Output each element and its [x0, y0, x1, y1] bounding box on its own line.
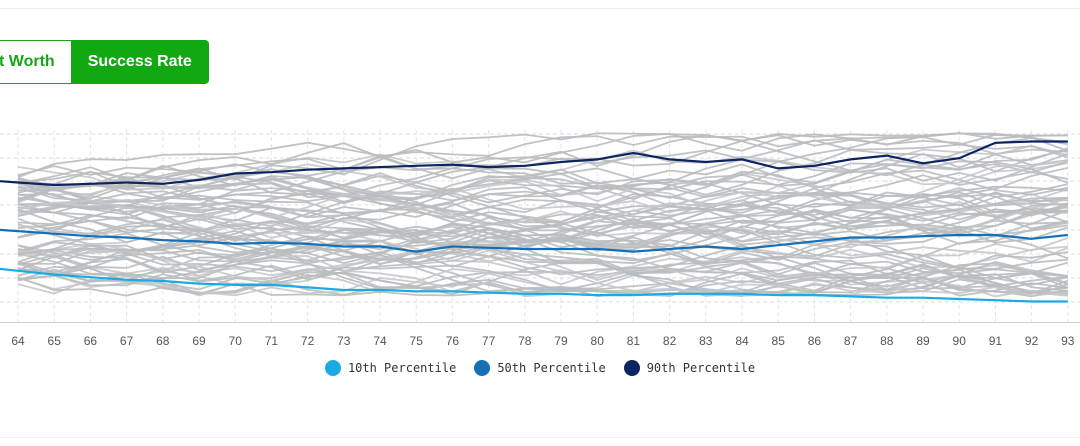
simulation-line — [17, 164, 1068, 236]
x-tick-label: 78 — [518, 334, 532, 348]
simulation-chart: 64 65 66 67 68 69 70 71 72 73 74 75 76 77 78 79 80 81 82 83… — [0, 130, 1080, 348]
x-tick-label: 70 — [229, 334, 243, 348]
x-tick-label: 71 — [265, 334, 279, 348]
x-tick-label: 65 — [48, 334, 62, 348]
x-tick-label: 79 — [554, 334, 568, 348]
view-toggle: t Worth Success Rate — [0, 40, 209, 84]
simulation-line — [17, 249, 1069, 297]
simulation-line — [17, 221, 1068, 298]
simulation-line — [17, 132, 1069, 201]
simulation-line — [17, 137, 1068, 211]
x-tick-label: 86 — [808, 334, 822, 348]
simulation-line — [17, 139, 1069, 201]
legend-label-p10: 10th Percentile — [347, 361, 457, 375]
x-tick-label: 83 — [699, 334, 713, 348]
p10-line-lead — [0, 267, 19, 272]
simulation-line — [17, 170, 1069, 236]
simulation-line — [17, 191, 1068, 256]
simulation-line — [17, 165, 1068, 230]
p90-line — [17, 140, 1068, 187]
p10-line — [17, 269, 1068, 303]
x-tick-label: 69 — [192, 334, 206, 348]
simulation-line — [17, 160, 1069, 217]
x-tick-label: 92 — [1025, 334, 1039, 348]
x-tick-label: 74 — [373, 334, 387, 348]
p50-swatch — [474, 360, 491, 376]
legend-item-p10[interactable]: 10th Percentile — [324, 360, 457, 376]
simulation-line — [17, 169, 1068, 218]
x-axis: 64 65 66 67 68 69 70 71 72 73 74 75 76 77 78 79 80 81 82 83… — [11, 334, 1074, 348]
p90-line-lead — [0, 180, 19, 184]
x-tick-label: 75 — [410, 334, 424, 348]
x-tick-label: 64 — [11, 334, 25, 348]
top-divider — [0, 8, 1080, 9]
chart-legend: 10th Percentile 50th Percentile 90th Per… — [0, 360, 1080, 376]
x-tick-label: 87 — [844, 334, 858, 348]
simulation-line — [17, 132, 1068, 200]
x-tick-label: 67 — [120, 334, 134, 348]
bottom-divider — [0, 437, 1080, 438]
percentile-lines — [0, 140, 1068, 303]
simulation-line — [17, 237, 1068, 276]
simulation-line — [17, 208, 1068, 289]
simulation-line — [17, 148, 1069, 216]
simulation-line — [17, 160, 1068, 226]
x-tick-label: 89 — [916, 334, 930, 348]
net-worth-tab[interactable]: t Worth — [0, 41, 71, 83]
p50-line-lead — [0, 228, 19, 233]
x-tick-label: 72 — [301, 334, 315, 348]
simulation-line — [17, 198, 1068, 297]
simulation-line — [17, 260, 1068, 297]
simulation-line — [17, 206, 1068, 259]
simulation-line — [17, 239, 1068, 294]
legend-label-p90: 90th Percentile — [646, 361, 756, 375]
x-tick-label: 66 — [84, 334, 98, 348]
legend-item-p90[interactable]: 90th Percentile — [623, 360, 756, 376]
x-tick-label: 68 — [156, 334, 170, 348]
x-tick-label: 76 — [446, 334, 460, 348]
simulation-line — [17, 222, 1068, 280]
success-rate-tab[interactable]: Success Rate — [70, 41, 208, 83]
simulation-line — [17, 267, 1068, 298]
legend-label-p50: 50th Percentile — [497, 361, 606, 375]
x-tick-label: 80 — [591, 334, 605, 348]
p90-swatch — [623, 360, 640, 376]
x-tick-label: 82 — [663, 334, 677, 348]
x-tick-label: 91 — [989, 334, 1003, 348]
x-tick-label: 77 — [482, 334, 496, 348]
x-tick-label: 90 — [953, 334, 967, 348]
x-tick-label: 93 — [1061, 334, 1075, 348]
simulation-line — [17, 132, 1068, 201]
x-tick-label: 88 — [880, 334, 894, 348]
x-tick-label: 73 — [337, 334, 351, 348]
p50-line — [17, 230, 1068, 253]
simulation-line — [17, 194, 1068, 282]
simulation-lines — [17, 132, 1069, 298]
simulation-line — [17, 178, 1069, 223]
x-tick-label: 84 — [735, 334, 749, 348]
x-tick-label: 85 — [772, 334, 786, 348]
legend-item-p50[interactable]: 50th Percentile — [474, 360, 606, 376]
x-tick-label: 81 — [627, 334, 641, 348]
simulation-line — [17, 204, 1068, 270]
p10-swatch — [324, 360, 341, 376]
simulation-line — [17, 161, 1069, 239]
